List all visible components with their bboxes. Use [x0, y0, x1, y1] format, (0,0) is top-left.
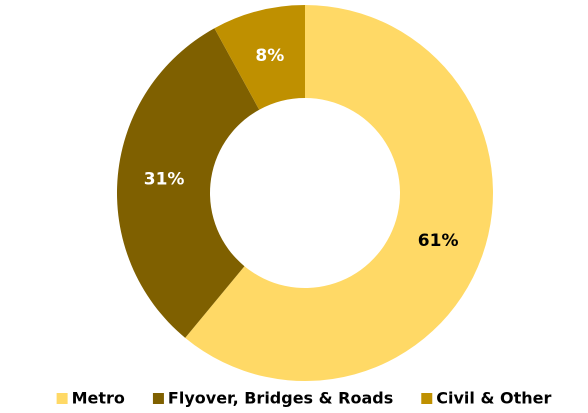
legend-label: Flyover, Bridges & Roads — [168, 389, 393, 408]
legend-label: Civil & Other — [436, 389, 551, 408]
legend-label: Metro — [72, 389, 125, 408]
data-label: 8% — [255, 46, 284, 66]
donut-slice — [116, 28, 260, 338]
donut-slice — [185, 5, 494, 381]
legend-swatch — [421, 393, 433, 404]
legend-swatch — [152, 393, 164, 404]
legend-swatch — [56, 393, 68, 404]
data-label: 61% — [418, 231, 459, 251]
data-label: 31% — [144, 170, 185, 190]
donut-slice — [214, 5, 305, 110]
